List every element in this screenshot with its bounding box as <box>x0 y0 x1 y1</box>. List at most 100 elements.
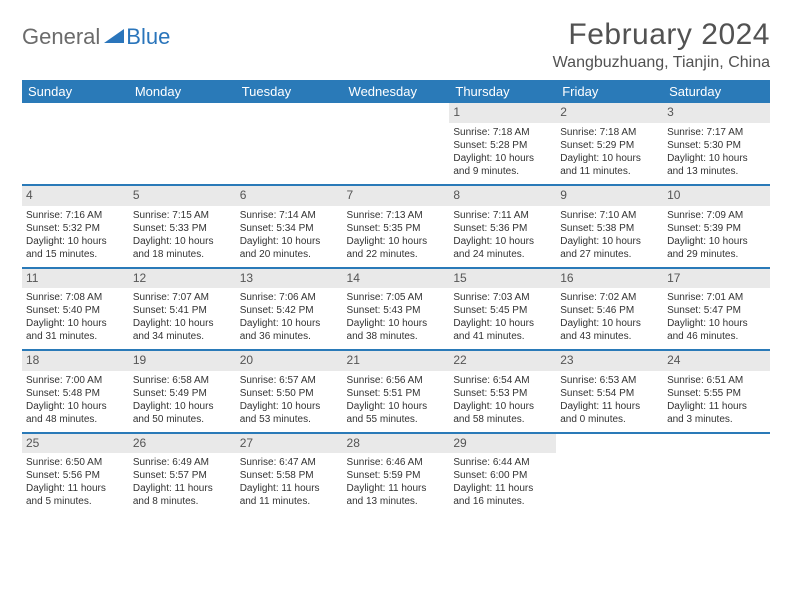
day-number: 29 <box>449 434 556 454</box>
daylight-text-1: Daylight: 11 hours <box>347 482 446 495</box>
calendar-week-row: 18Sunrise: 7:00 AMSunset: 5:48 PMDayligh… <box>22 350 770 433</box>
daylight-text-1: Daylight: 10 hours <box>667 235 766 248</box>
sunrise-text: Sunrise: 7:00 AM <box>26 374 125 387</box>
day-details: Sunrise: 7:03 AMSunset: 5:45 PMDaylight:… <box>453 291 552 343</box>
sunset-text: Sunset: 5:41 PM <box>133 304 232 317</box>
calendar-week-row: 11Sunrise: 7:08 AMSunset: 5:40 PMDayligh… <box>22 268 770 351</box>
calendar-day-cell: 4Sunrise: 7:16 AMSunset: 5:32 PMDaylight… <box>22 185 129 268</box>
sunrise-text: Sunrise: 6:51 AM <box>667 374 766 387</box>
day-details: Sunrise: 7:07 AMSunset: 5:41 PMDaylight:… <box>133 291 232 343</box>
calendar-day-cell: . <box>343 103 450 185</box>
calendar-day-cell: 5Sunrise: 7:15 AMSunset: 5:33 PMDaylight… <box>129 185 236 268</box>
sunset-text: Sunset: 5:42 PM <box>240 304 339 317</box>
calendar-day-cell: 10Sunrise: 7:09 AMSunset: 5:39 PMDayligh… <box>663 185 770 268</box>
daylight-text-1: Daylight: 10 hours <box>240 235 339 248</box>
calendar-day-cell: 20Sunrise: 6:57 AMSunset: 5:50 PMDayligh… <box>236 350 343 433</box>
daylight-text-1: Daylight: 10 hours <box>133 317 232 330</box>
day-details: Sunrise: 6:56 AMSunset: 5:51 PMDaylight:… <box>347 374 446 426</box>
weekday-header: Monday <box>129 80 236 103</box>
logo-text-1: General <box>22 24 100 50</box>
daylight-text-2: and 22 minutes. <box>347 248 446 261</box>
weekday-header: Tuesday <box>236 80 343 103</box>
day-details: Sunrise: 7:02 AMSunset: 5:46 PMDaylight:… <box>560 291 659 343</box>
sunrise-text: Sunrise: 7:11 AM <box>453 209 552 222</box>
calendar-week-row: 4Sunrise: 7:16 AMSunset: 5:32 PMDaylight… <box>22 185 770 268</box>
daylight-text-2: and 34 minutes. <box>133 330 232 343</box>
sunset-text: Sunset: 5:30 PM <box>667 139 766 152</box>
day-number: 22 <box>449 351 556 371</box>
location: Wangbuzhuang, Tianjin, China <box>553 54 770 72</box>
day-number: 20 <box>236 351 343 371</box>
sunrise-text: Sunrise: 6:50 AM <box>26 456 125 469</box>
daylight-text-1: Daylight: 10 hours <box>453 235 552 248</box>
sunrise-text: Sunrise: 6:58 AM <box>133 374 232 387</box>
daylight-text-1: Daylight: 10 hours <box>26 235 125 248</box>
calendar-day-cell: 27Sunrise: 6:47 AMSunset: 5:58 PMDayligh… <box>236 433 343 515</box>
calendar-week-row: 25Sunrise: 6:50 AMSunset: 5:56 PMDayligh… <box>22 433 770 515</box>
sunset-text: Sunset: 5:29 PM <box>560 139 659 152</box>
daylight-text-2: and 3 minutes. <box>667 413 766 426</box>
calendar-day-cell: . <box>663 433 770 515</box>
day-number: 26 <box>129 434 236 454</box>
sunset-text: Sunset: 5:59 PM <box>347 469 446 482</box>
day-number: 3 <box>663 103 770 123</box>
sunrise-text: Sunrise: 7:17 AM <box>667 126 766 139</box>
sunrise-text: Sunrise: 6:56 AM <box>347 374 446 387</box>
daylight-text-1: Daylight: 10 hours <box>453 400 552 413</box>
day-details: Sunrise: 6:46 AMSunset: 5:59 PMDaylight:… <box>347 456 446 508</box>
day-details: Sunrise: 6:47 AMSunset: 5:58 PMDaylight:… <box>240 456 339 508</box>
sunrise-text: Sunrise: 7:15 AM <box>133 209 232 222</box>
sunrise-text: Sunrise: 7:14 AM <box>240 209 339 222</box>
day-details: Sunrise: 7:10 AMSunset: 5:38 PMDaylight:… <box>560 209 659 261</box>
sunset-text: Sunset: 5:54 PM <box>560 387 659 400</box>
daylight-text-2: and 36 minutes. <box>240 330 339 343</box>
weekday-header: Sunday <box>22 80 129 103</box>
daylight-text-1: Daylight: 10 hours <box>26 317 125 330</box>
daylight-text-1: Daylight: 11 hours <box>133 482 232 495</box>
daylight-text-1: Daylight: 10 hours <box>133 400 232 413</box>
sunrise-text: Sunrise: 7:13 AM <box>347 209 446 222</box>
day-number: 11 <box>22 269 129 289</box>
calendar-day-cell: 8Sunrise: 7:11 AMSunset: 5:36 PMDaylight… <box>449 185 556 268</box>
calendar-day-cell: 23Sunrise: 6:53 AMSunset: 5:54 PMDayligh… <box>556 350 663 433</box>
day-details: Sunrise: 7:18 AMSunset: 5:28 PMDaylight:… <box>453 126 552 178</box>
daylight-text-2: and 58 minutes. <box>453 413 552 426</box>
calendar-day-cell: 6 Sunrise: 7:14 AMSunset: 5:34 PMDaylight… <box>236 185 343 268</box>
daylight-text-2: and 18 minutes. <box>133 248 232 261</box>
day-details: Sunrise: 7:17 AMSunset: 5:30 PMDaylight:… <box>667 126 766 178</box>
daylight-text-2: and 13 minutes. <box>667 165 766 178</box>
day-details: Sunrise: 7:05 AMSunset: 5:43 PMDaylight:… <box>347 291 446 343</box>
daylight-text-1: Daylight: 11 hours <box>667 400 766 413</box>
calendar-day-cell: 17Sunrise: 7:01 AMSunset: 5:47 PMDayligh… <box>663 268 770 351</box>
month-title: February 2024 <box>553 18 770 52</box>
daylight-text-2: and 9 minutes. <box>453 165 552 178</box>
daylight-text-1: Daylight: 11 hours <box>240 482 339 495</box>
sunrise-text: Sunrise: 7:10 AM <box>560 209 659 222</box>
daylight-text-2: and 41 minutes. <box>453 330 552 343</box>
sunset-text: Sunset: 5:33 PM <box>133 222 232 235</box>
day-number: 5 <box>129 186 236 206</box>
weekday-header: Wednesday <box>343 80 450 103</box>
day-details: Sunrise: 7:14 AMSunset: 5:34 PMDaylight:… <box>240 209 339 261</box>
daylight-text-2: and 48 minutes. <box>26 413 125 426</box>
daylight-text-2: and 27 minutes. <box>560 248 659 261</box>
calendar-day-cell: . <box>236 103 343 185</box>
calendar-week-row: ....1Sunrise: 7:18 AMSunset: 5:28 PMDayl… <box>22 103 770 185</box>
logo-text-2: Blue <box>126 24 170 50</box>
day-details: Sunrise: 7:11 AMSunset: 5:36 PMDaylight:… <box>453 209 552 261</box>
daylight-text-1: Daylight: 11 hours <box>560 400 659 413</box>
daylight-text-2: and 29 minutes. <box>667 248 766 261</box>
day-number: 23 <box>556 351 663 371</box>
daylight-text-1: Daylight: 10 hours <box>347 235 446 248</box>
day-details: Sunrise: 6:58 AMSunset: 5:49 PMDaylight:… <box>133 374 232 426</box>
sunrise-text: Sunrise: 7:03 AM <box>453 291 552 304</box>
day-number: 6 <box>236 186 343 206</box>
day-number: 24 <box>663 351 770 371</box>
sunset-text: Sunset: 5:34 PM <box>240 222 339 235</box>
calendar-day-cell: 18Sunrise: 7:00 AMSunset: 5:48 PMDayligh… <box>22 350 129 433</box>
sunrise-text: Sunrise: 6:44 AM <box>453 456 552 469</box>
daylight-text-2: and 46 minutes. <box>667 330 766 343</box>
calendar-day-cell: 11Sunrise: 7:08 AMSunset: 5:40 PMDayligh… <box>22 268 129 351</box>
calendar-day-cell: 19Sunrise: 6:58 AMSunset: 5:49 PMDayligh… <box>129 350 236 433</box>
daylight-text-2: and 11 minutes. <box>240 495 339 508</box>
